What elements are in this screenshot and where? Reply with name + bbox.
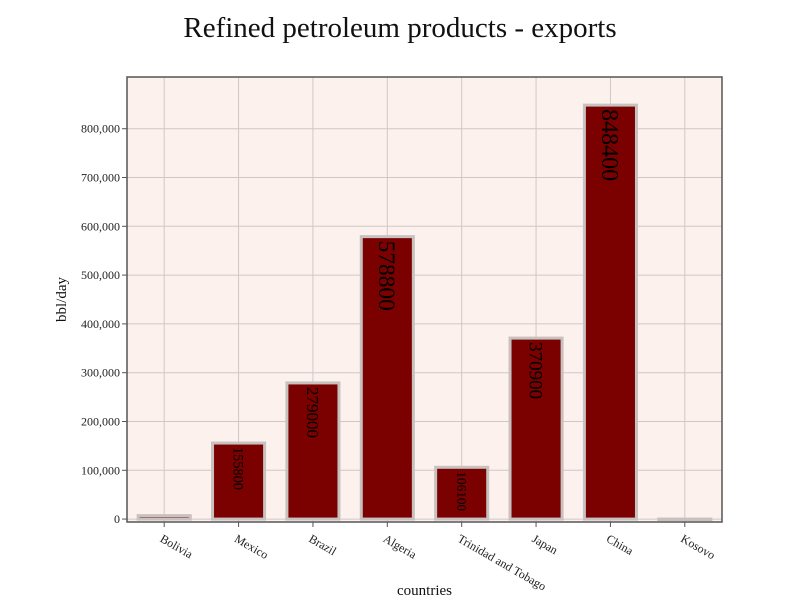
x-tick-label: Brazil xyxy=(306,531,339,558)
bar-data-label: 106100 xyxy=(454,471,469,511)
bar-data-label: 155800 xyxy=(230,447,246,490)
plot-frame xyxy=(126,76,723,523)
bar-brazil xyxy=(285,381,341,521)
bar-algeria xyxy=(359,235,415,521)
bars xyxy=(136,103,713,522)
x-tick-label: Algeria xyxy=(381,531,420,561)
y-tick-label: 300,000 xyxy=(81,366,120,380)
bar-mexico xyxy=(211,441,267,521)
chart-title: Refined petroleum products - exports xyxy=(183,12,617,44)
y-tick-label: 0 xyxy=(114,512,120,526)
y-axis-ticks: 0 100,000 200,000 300,000 400,000 500,000 600,… xyxy=(81,122,127,526)
bar-bolivia xyxy=(136,514,192,521)
x-tick-label: Bolivia xyxy=(158,531,196,561)
y-axis-title: bbl/day xyxy=(54,277,70,322)
bar-trinidad-and-tobago xyxy=(434,465,490,521)
x-tick-label: China xyxy=(604,531,636,558)
y-tick-label: 200,000 xyxy=(81,414,120,428)
x-tick-label: Japan xyxy=(530,531,561,557)
bar-data-label: 279000 xyxy=(303,387,322,438)
x-tick-label: Mexico xyxy=(232,531,271,561)
bar-data-label: 848400 xyxy=(596,109,622,181)
y-tick-label: 600,000 xyxy=(81,219,120,233)
x-axis-title: countries xyxy=(397,583,452,599)
bar-kosovo xyxy=(657,517,713,522)
bar-japan xyxy=(508,336,564,521)
bar-data-label: 578800 xyxy=(373,241,399,311)
y-tick-label: 400,000 xyxy=(81,317,120,331)
bar-china xyxy=(582,103,638,521)
y-tick-label: 800,000 xyxy=(81,122,120,136)
bar-data-label: 370900 xyxy=(524,342,545,399)
y-tick-label: 700,000 xyxy=(81,171,120,185)
bar-data-labels: 155800 279000 578800 106100 370900 848400 xyxy=(230,109,622,511)
y-tick-label: 100,000 xyxy=(81,463,120,477)
x-tick-label: Kosovo xyxy=(678,531,717,562)
y-tick-label: 500,000 xyxy=(81,268,120,282)
